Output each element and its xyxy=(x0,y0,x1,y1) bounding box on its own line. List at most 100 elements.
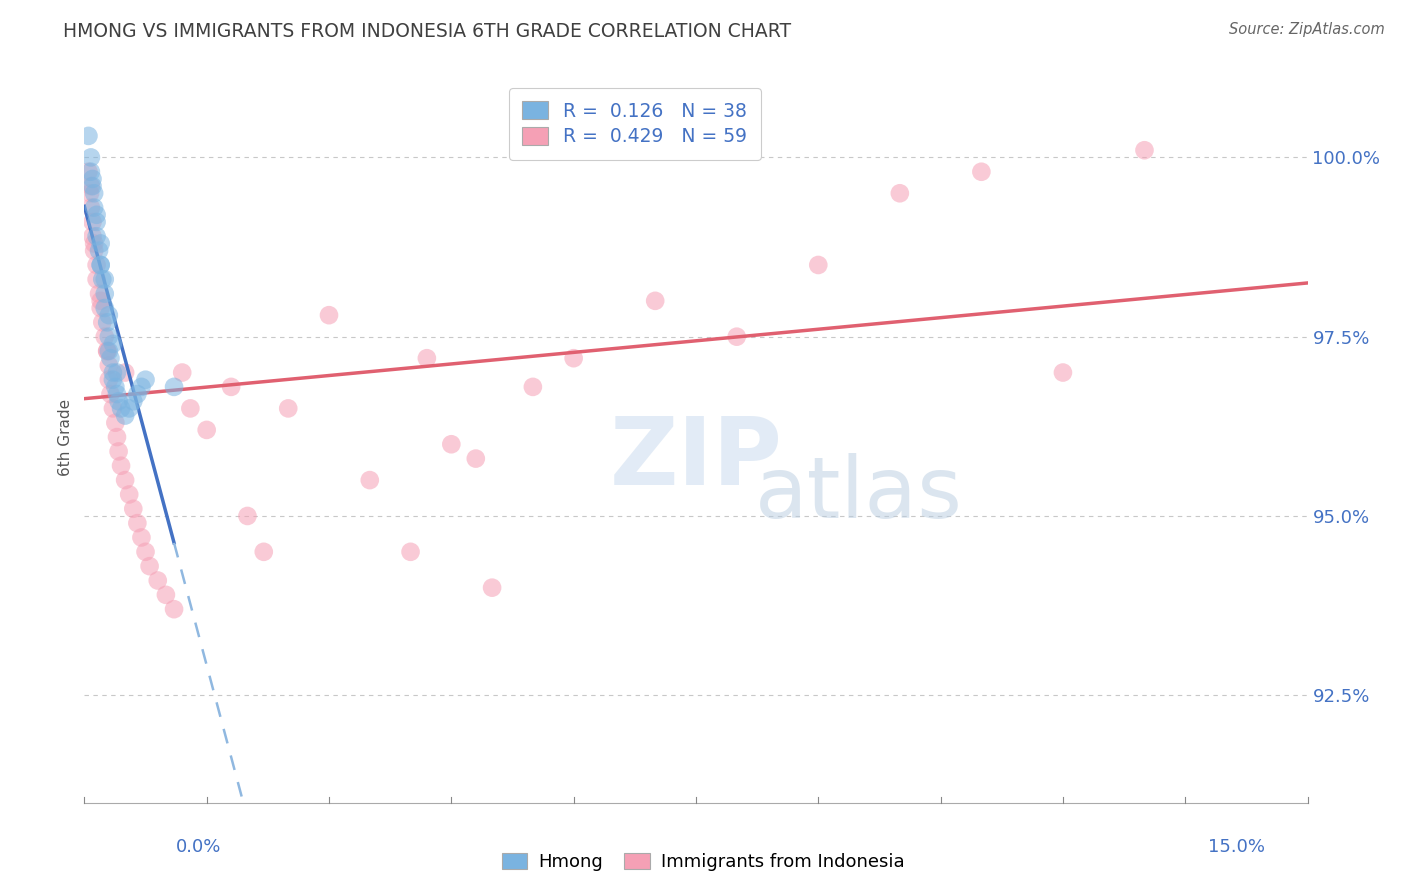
Point xyxy=(416,351,439,366)
Point xyxy=(93,272,115,286)
Point xyxy=(77,165,100,179)
Point xyxy=(80,150,103,164)
Point xyxy=(86,215,108,229)
Point xyxy=(318,308,340,322)
Point xyxy=(100,351,122,366)
Point xyxy=(90,293,112,308)
Point xyxy=(179,401,201,416)
Point xyxy=(82,179,104,194)
Point xyxy=(90,301,112,315)
Point xyxy=(90,258,112,272)
Point xyxy=(101,401,124,416)
Point xyxy=(131,531,153,545)
Point xyxy=(107,444,129,458)
Text: 0.0%: 0.0% xyxy=(176,838,221,856)
Point xyxy=(146,574,169,588)
Point xyxy=(118,487,141,501)
Point xyxy=(110,458,132,473)
Point xyxy=(83,244,105,258)
Point xyxy=(91,315,114,329)
Point xyxy=(464,451,486,466)
Point xyxy=(101,336,124,351)
Point xyxy=(90,236,112,251)
Text: ZIP: ZIP xyxy=(610,413,782,505)
Point xyxy=(172,366,194,380)
Point xyxy=(236,508,259,523)
Point xyxy=(77,128,100,143)
Point xyxy=(122,394,145,409)
Legend: R =  0.126   N = 38, R =  0.429   N = 59: R = 0.126 N = 38, R = 0.429 N = 59 xyxy=(509,88,761,160)
Text: HMONG VS IMMIGRANTS FROM INDONESIA 6TH GRADE CORRELATION CHART: HMONG VS IMMIGRANTS FROM INDONESIA 6TH G… xyxy=(63,22,792,41)
Point xyxy=(86,272,108,286)
Point xyxy=(889,186,911,201)
Point xyxy=(90,258,112,272)
Point xyxy=(399,545,422,559)
Point xyxy=(138,559,160,574)
Point xyxy=(83,236,105,251)
Point xyxy=(97,308,120,322)
Point xyxy=(114,409,136,423)
Point xyxy=(100,387,122,401)
Point xyxy=(97,373,120,387)
Point xyxy=(80,179,103,194)
Point xyxy=(163,602,186,616)
Point xyxy=(253,545,276,559)
Point xyxy=(359,473,381,487)
Point xyxy=(114,473,136,487)
Point xyxy=(970,165,993,179)
Point xyxy=(104,416,127,430)
Point xyxy=(83,201,105,215)
Point xyxy=(82,172,104,186)
Point xyxy=(562,351,585,366)
Point xyxy=(135,373,157,387)
Y-axis label: 6th Grade: 6th Grade xyxy=(58,399,73,475)
Point xyxy=(96,344,118,359)
Point xyxy=(101,373,124,387)
Point xyxy=(93,301,115,315)
Text: 15.0%: 15.0% xyxy=(1208,838,1265,856)
Point xyxy=(97,344,120,359)
Point xyxy=(195,423,218,437)
Point xyxy=(105,366,128,380)
Point xyxy=(80,201,103,215)
Point xyxy=(86,258,108,272)
Point xyxy=(277,401,299,416)
Point xyxy=(86,229,108,244)
Point xyxy=(86,208,108,222)
Point xyxy=(127,387,149,401)
Point xyxy=(82,229,104,244)
Point xyxy=(87,286,110,301)
Point xyxy=(93,286,115,301)
Point xyxy=(725,329,748,343)
Point xyxy=(135,545,157,559)
Point xyxy=(96,315,118,329)
Point xyxy=(1133,143,1156,157)
Point xyxy=(219,380,242,394)
Point xyxy=(122,501,145,516)
Point xyxy=(644,293,666,308)
Point xyxy=(80,165,103,179)
Point xyxy=(440,437,463,451)
Legend: Hmong, Immigrants from Indonesia: Hmong, Immigrants from Indonesia xyxy=(495,846,911,879)
Point xyxy=(101,366,124,380)
Point xyxy=(93,329,115,343)
Text: atlas: atlas xyxy=(755,453,963,536)
Point xyxy=(807,258,830,272)
Point xyxy=(83,186,105,201)
Point xyxy=(91,272,114,286)
Point xyxy=(107,394,129,409)
Text: Source: ZipAtlas.com: Source: ZipAtlas.com xyxy=(1229,22,1385,37)
Point xyxy=(87,244,110,258)
Point xyxy=(82,215,104,229)
Point xyxy=(481,581,503,595)
Point xyxy=(105,430,128,444)
Point xyxy=(97,329,120,343)
Point xyxy=(104,380,127,394)
Point xyxy=(110,401,132,416)
Point xyxy=(118,401,141,416)
Point xyxy=(155,588,177,602)
Point xyxy=(163,380,186,394)
Point xyxy=(114,366,136,380)
Point xyxy=(105,387,128,401)
Point xyxy=(131,380,153,394)
